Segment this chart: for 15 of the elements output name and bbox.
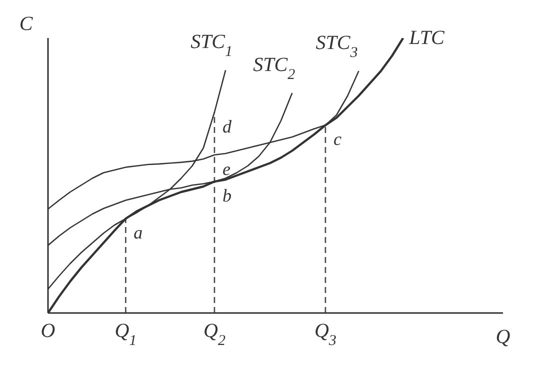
y-axis-title: C	[19, 13, 34, 35]
x-tick-label: Q$_{2}$	[203, 320, 226, 349]
x-axis-title: Q	[496, 326, 511, 348]
series-label: STC$_{1}$	[190, 31, 233, 60]
x-tick-label: Q$_{1}$	[114, 320, 137, 349]
annotation: c	[333, 129, 342, 150]
series-label: STC$_{2}$	[253, 54, 296, 83]
series-label: STC$_{3}$	[316, 32, 358, 61]
x-tick-label: O	[40, 320, 56, 342]
annotation: e	[222, 158, 230, 179]
annotation: a	[134, 222, 143, 243]
x-tick-label: Q$_{3}$	[314, 320, 336, 349]
annotation: b	[222, 186, 232, 206]
series-label: LTC	[408, 27, 445, 49]
annotation: d	[222, 116, 232, 136]
